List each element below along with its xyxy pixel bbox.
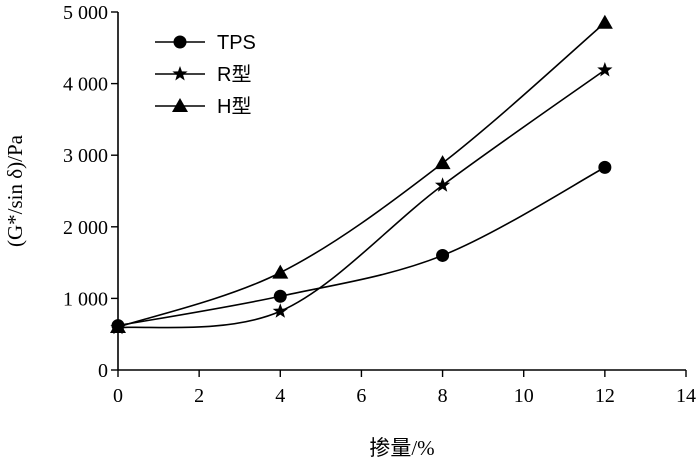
- y-axis-title: (G*/sin δ)/Pa: [3, 134, 27, 247]
- series-line: [117, 69, 606, 329]
- x-tick-label: 2: [194, 385, 204, 407]
- legend-label: H型: [217, 95, 251, 118]
- tick-labels: 0 1 000 2 000 3 000 4 000 5 000 0 2 4 6 8 10 12 14: [63, 2, 696, 407]
- data-point: [272, 303, 288, 318]
- y-tick-label: 5 000: [63, 2, 108, 24]
- x-tick-label: 6: [356, 385, 366, 407]
- legend-item: R型: [155, 63, 251, 86]
- legend: TPS R型 H型: [155, 32, 256, 118]
- legend-label: TPS: [217, 32, 256, 54]
- x-tick-label: 8: [438, 385, 448, 407]
- data-point: [436, 248, 450, 262]
- series-1: [111, 160, 612, 333]
- y-tick-label: 1 000: [63, 288, 108, 310]
- y-tick-label: 3 000: [63, 145, 108, 167]
- series-3: [110, 14, 613, 334]
- data-point: [598, 160, 612, 174]
- x-tick-label: 10: [514, 385, 534, 407]
- y-tick-label: 2 000: [63, 217, 108, 239]
- series-2: [110, 62, 613, 335]
- series-line: [117, 22, 606, 328]
- x-tick-label: 14: [676, 385, 696, 407]
- series: [110, 14, 613, 335]
- legend-label: R型: [217, 63, 251, 86]
- data-point: [434, 177, 451, 192]
- legend-item: TPS: [155, 32, 256, 54]
- data-point: [597, 62, 613, 77]
- x-axis-title: 掺量/%: [369, 436, 434, 460]
- legend-marker: [172, 98, 188, 112]
- y-tick-label: 4 000: [63, 74, 108, 96]
- x-tick-label: 0: [113, 385, 123, 407]
- x-tick-label: 12: [595, 385, 615, 407]
- data-point: [272, 264, 289, 279]
- legend-marker: [172, 66, 188, 81]
- legend-marker: [173, 35, 187, 49]
- x-tick-label: 4: [275, 385, 285, 407]
- data-point: [596, 14, 613, 29]
- data-point: [434, 155, 451, 170]
- data-point: [273, 289, 287, 303]
- series-line: [117, 166, 606, 327]
- axes: [117, 12, 686, 371]
- y-tick-label: 0: [98, 360, 108, 382]
- ticks: [111, 11, 687, 377]
- legend-item: H型: [155, 95, 251, 118]
- data-point: [110, 319, 126, 334]
